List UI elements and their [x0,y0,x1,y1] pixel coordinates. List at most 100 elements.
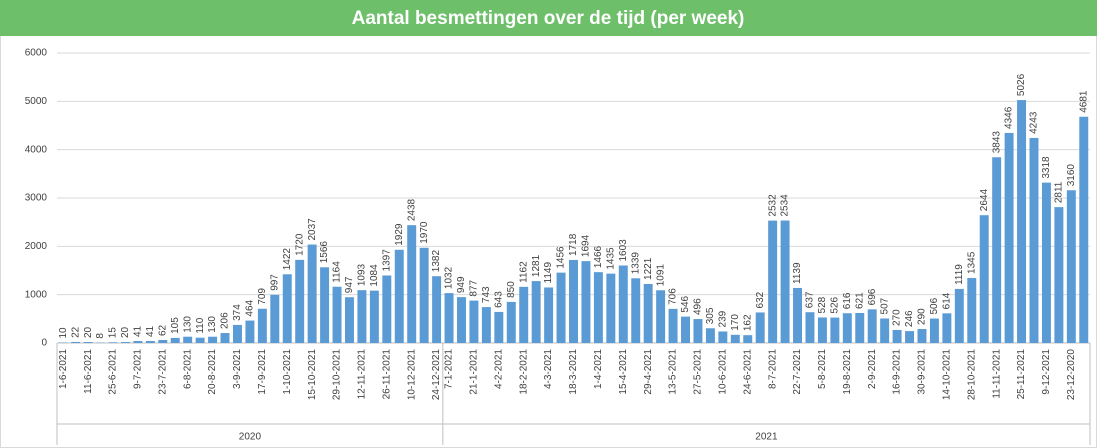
value-label: 1162 [518,261,529,283]
value-label: 850 [506,281,517,298]
x-tick-label: 4-2-2021 [493,349,504,389]
value-label: 1091 [655,264,666,287]
x-tick-label: 28-10-2021 [966,349,977,401]
value-label: 637 [805,291,816,308]
bar [270,294,280,343]
value-label: 1466 [593,245,604,268]
bar [743,335,753,343]
bar [1029,137,1039,343]
x-tick-label: 18-2-2021 [518,349,529,395]
x-tick-label: 24-6-2021 [742,349,753,395]
x-tick-label: 29-4-2021 [643,349,654,395]
bar [208,336,218,343]
value-label: 239 [717,310,728,327]
bar [1079,116,1089,343]
bar [656,290,666,343]
value-label: 15 [108,327,119,339]
bar [1004,132,1014,343]
value-label: 246 [904,310,915,327]
value-label: 2811 [1054,181,1065,203]
bar [929,318,939,343]
value-label: 1566 [319,241,330,264]
x-tick-label: 10-12-2021 [406,349,417,401]
value-label: 162 [742,314,753,331]
value-label: 616 [842,292,853,309]
bar [593,272,603,343]
bar [282,274,292,343]
bar [855,312,865,343]
x-tick-label: 9-12-2021 [1041,349,1052,395]
value-label: 2644 [979,189,990,212]
value-label: 528 [817,296,828,313]
x-tick-label: 22-7-2021 [792,349,803,395]
x-tick-label: 9-7-2021 [133,349,144,389]
bar [170,337,180,343]
bar [618,265,628,343]
value-label: 526 [830,296,841,313]
value-label: 496 [693,298,704,315]
bar [569,259,578,343]
bar [469,300,479,343]
bar [432,276,442,343]
value-label: 709 [257,288,268,305]
bar [457,297,466,343]
x-tick-label: 8-7-2021 [767,349,778,389]
bar [344,297,354,343]
x-tick-label: 15-10-2021 [307,349,318,401]
value-label: 3160 [1066,164,1077,187]
x-tick-label: 19-8-2021 [842,349,853,395]
bar [842,313,852,343]
value-label: 949 [456,276,467,293]
value-label: 20 [83,326,94,338]
bar [967,277,977,343]
value-label: 506 [929,297,940,314]
bar [1041,182,1051,343]
value-label: 1093 [357,263,368,286]
bar [220,333,230,343]
x-tick-label: 21-1-2021 [469,349,480,395]
value-label: 1435 [605,247,616,270]
bar [519,286,529,343]
value-label: 2438 [406,198,417,221]
y-tick-label: 1000 [25,289,48,300]
chart-title: Aantal besmettingen over de tijd (per we… [352,8,745,29]
bar [668,308,678,343]
value-label: 110 [195,317,206,333]
value-label: 743 [481,286,492,303]
value-label: 4681 [1078,90,1089,113]
value-label: 4346 [1004,106,1015,129]
x-tick-label: 12-11-2021 [357,349,368,400]
value-label: 3318 [1041,156,1052,179]
value-label: 130 [182,316,193,333]
bar [581,261,591,343]
bar [444,293,454,343]
bar [830,317,840,343]
value-label: 706 [668,288,679,305]
x-tick-label: 5-8-2021 [817,349,828,389]
bar [768,220,778,343]
x-tick-label: 29-10-2021 [332,349,343,401]
bar [369,290,379,343]
value-label: 546 [680,295,691,312]
x-tick-label: 24-12-2021 [431,349,442,401]
value-label: 1720 [294,233,305,256]
bar [531,281,541,343]
bar [158,340,168,343]
x-tick-label: 6-8-2021 [182,349,193,389]
x-tick-label: 11-11-2021 [991,349,1002,399]
x-tick-label: 11-6-2021 [83,349,94,394]
bar [1054,207,1064,343]
value-label: 2532 [767,194,778,217]
bar [332,286,342,343]
value-label: 5026 [1016,73,1027,96]
value-label: 1970 [419,221,430,244]
bar [145,341,155,343]
bar [942,313,952,343]
value-label: 10 [58,327,69,339]
bar [793,287,803,343]
x-tick-label: 17-9-2021 [257,349,268,395]
y-tick-label: 3000 [25,193,48,204]
value-label: 1382 [431,250,442,273]
value-label: 1422 [282,248,293,271]
bar [606,273,616,343]
